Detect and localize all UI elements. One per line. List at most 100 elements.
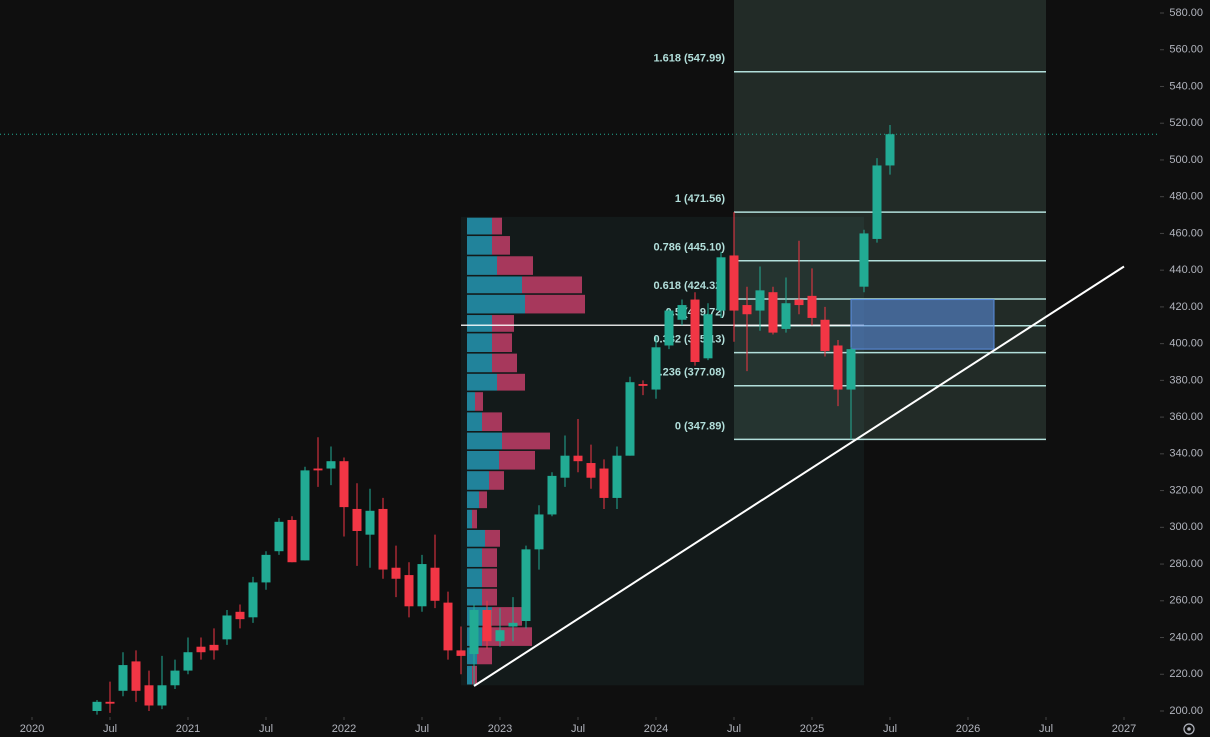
volume-up-bar [467, 471, 489, 490]
candle-body [599, 468, 609, 498]
candle-body [755, 290, 765, 311]
volume-up-bar [467, 548, 482, 567]
volume-up-bar [467, 392, 475, 411]
candle-body [703, 314, 713, 359]
candle-body [716, 257, 726, 311]
candle-body [872, 165, 882, 239]
volume-up-bar [467, 568, 482, 588]
y-tick-label: 260.00 [1169, 595, 1203, 607]
volume-up-bar [467, 665, 472, 685]
y-tick-label: 380.00 [1169, 374, 1203, 386]
candle-body [638, 384, 648, 386]
x-tick-label: Jul [571, 723, 585, 735]
volume-up-bar [467, 276, 522, 294]
candle-body [391, 567, 401, 579]
y-tick-label: 220.00 [1169, 668, 1203, 680]
volume-down-bar [502, 432, 550, 450]
candle-body [456, 650, 466, 656]
y-tick-label: 520.00 [1169, 117, 1203, 129]
trendline [473, 265, 1125, 687]
candle-body [352, 508, 362, 531]
candle-body [430, 567, 440, 601]
y-tick-label: 460.00 [1169, 227, 1203, 239]
x-tick-label: 2021 [176, 723, 200, 735]
settings-icon-ring[interactable] [1183, 723, 1195, 735]
x-tick-label: Jul [259, 723, 273, 735]
x-tick-label: Jul [883, 723, 897, 735]
candle-body [183, 652, 193, 671]
volume-down-bar [499, 450, 535, 470]
settings-icon-dot[interactable] [1187, 727, 1191, 731]
fib-area [734, 0, 1046, 440]
volume-down-bar [482, 568, 497, 588]
time-axis [0, 717, 1160, 737]
y-tick-label: 580.00 [1169, 7, 1203, 19]
candle-body [807, 295, 817, 318]
volume-up-bar [467, 529, 485, 547]
candle-body [690, 299, 700, 362]
fib-label: 0.382 (395.13) [653, 333, 725, 345]
volume-up-bar [467, 217, 492, 235]
candle-body [157, 685, 167, 706]
candle-body [508, 622, 518, 627]
candle-body [131, 661, 141, 691]
volume-down-bar [477, 647, 492, 665]
volume-down-bar [485, 529, 500, 547]
volume-up-bar [467, 294, 525, 314]
volume-down-bar [492, 353, 517, 373]
candle-body [313, 468, 323, 471]
candle-body [846, 349, 856, 390]
volume-down-bar [492, 217, 502, 235]
volume-up-bar [467, 412, 482, 431]
candle-body [560, 455, 570, 478]
candle-body [742, 305, 752, 315]
x-tick-label: Jul [1039, 723, 1053, 735]
volume-down-bar [492, 315, 514, 332]
candle-body [339, 461, 349, 508]
volume-down-bar [475, 392, 483, 411]
candle-body [144, 685, 154, 706]
candle-body [521, 549, 531, 621]
candle-body [482, 609, 492, 642]
volume-up-bar [467, 315, 492, 332]
candle-body [833, 345, 843, 390]
fib-label: 1 (471.56) [675, 193, 725, 205]
settings-icon[interactable] [1183, 723, 1195, 735]
volume-up-bar [467, 353, 492, 373]
y-tick-label: 320.00 [1169, 484, 1203, 496]
y-tick-label: 500.00 [1169, 154, 1203, 166]
candle-body [794, 299, 804, 306]
volume-down-bar [497, 373, 525, 391]
candle-body [274, 521, 284, 552]
volume-down-bar [492, 333, 512, 353]
candle-body [196, 646, 206, 653]
volume-down-bar [482, 548, 497, 567]
volume-up-bar [467, 588, 482, 606]
volume-down-bar [522, 276, 582, 294]
candle-body [105, 701, 115, 704]
candle-body [469, 609, 479, 655]
candle-body [586, 463, 596, 478]
volume-down-bar [472, 509, 477, 529]
candle-body [859, 233, 869, 287]
candle-body [820, 319, 830, 351]
candle-body [235, 611, 245, 620]
candle-body [612, 455, 622, 498]
candle-body [326, 461, 336, 469]
candle-body [625, 382, 635, 456]
fib-label: 0.786 (445.10) [653, 242, 725, 254]
x-tick-label: 2027 [1112, 723, 1136, 735]
y-tick-label: 300.00 [1169, 521, 1203, 533]
volume-up-bar [467, 236, 492, 255]
candle-body [534, 514, 544, 550]
candle-body [664, 310, 674, 346]
volume-down-bar [479, 491, 487, 509]
x-tick-label: 2023 [488, 723, 512, 735]
fib-label: 0.236 (377.08) [653, 367, 725, 379]
candle-body [92, 701, 102, 711]
candle-body [729, 255, 739, 311]
candle-body [365, 510, 375, 535]
y-tick-label: 440.00 [1169, 264, 1203, 276]
